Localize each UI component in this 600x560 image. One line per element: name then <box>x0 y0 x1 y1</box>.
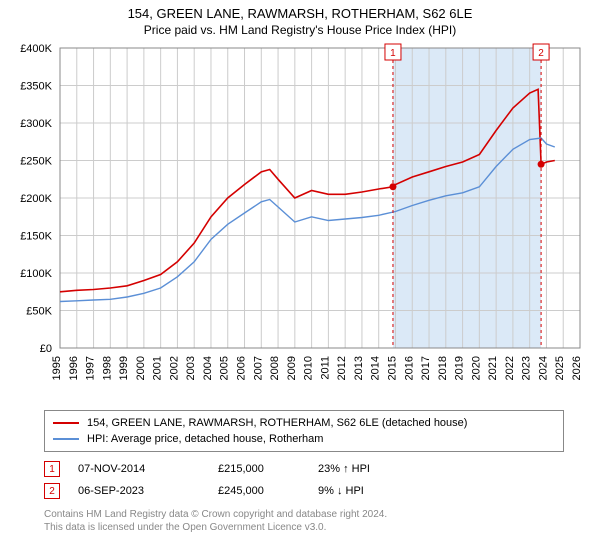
svg-text:2025: 2025 <box>554 356 566 380</box>
svg-text:£0: £0 <box>40 343 52 355</box>
svg-text:2026: 2026 <box>571 356 583 380</box>
svg-text:£250K: £250K <box>20 156 52 168</box>
svg-text:2013: 2013 <box>353 356 365 380</box>
svg-text:£350K: £350K <box>20 81 52 93</box>
footer-attribution: Contains HM Land Registry data © Crown c… <box>44 508 564 534</box>
svg-text:£300K: £300K <box>20 118 52 130</box>
legend-label: 154, GREEN LANE, RAWMARSH, ROTHERHAM, S6… <box>87 417 467 429</box>
price-chart: £0 £50K £100K £150K £200K £250K £300K £350K £400… <box>0 42 600 402</box>
footer-line: Contains HM Land Registry data © Crown c… <box>44 508 564 521</box>
page-title: 154, GREEN LANE, RAWMARSH, ROTHERHAM, S6… <box>0 0 600 21</box>
svg-text:1998: 1998 <box>101 356 113 380</box>
event-date: 07-NOV-2014 <box>78 463 218 475</box>
svg-text:2008: 2008 <box>269 356 281 380</box>
event-marker-icon: 2 <box>44 483 60 499</box>
svg-text:1999: 1999 <box>118 356 130 380</box>
svg-text:2005: 2005 <box>219 356 231 380</box>
svg-text:2006: 2006 <box>236 356 248 380</box>
event-marker-icon: 1 <box>44 461 60 477</box>
page-subtitle: Price paid vs. HM Land Registry's House … <box>0 21 600 37</box>
event-delta: 23% ↑ HPI <box>318 463 438 475</box>
svg-text:1997: 1997 <box>85 356 97 380</box>
footer-line: This data is licensed under the Open Gov… <box>44 521 564 534</box>
svg-text:2015: 2015 <box>386 356 398 380</box>
svg-text:2014: 2014 <box>370 356 382 380</box>
svg-text:2016: 2016 <box>403 356 415 380</box>
legend-swatch-icon <box>53 422 79 424</box>
svg-text:2017: 2017 <box>420 356 432 380</box>
svg-text:2019: 2019 <box>454 356 466 380</box>
svg-text:£200K: £200K <box>20 193 52 205</box>
event-row: 2 06-SEP-2023 £245,000 9% ↓ HPI <box>44 480 564 502</box>
svg-text:£50K: £50K <box>26 306 52 318</box>
svg-text:2009: 2009 <box>286 356 298 380</box>
svg-text:2022: 2022 <box>504 356 516 380</box>
svg-text:1: 1 <box>390 48 396 59</box>
legend: 154, GREEN LANE, RAWMARSH, ROTHERHAM, S6… <box>44 410 564 452</box>
event-list: 1 07-NOV-2014 £215,000 23% ↑ HPI 2 06-SE… <box>44 458 564 502</box>
svg-text:2023: 2023 <box>521 356 533 380</box>
svg-text:£100K: £100K <box>20 268 52 280</box>
svg-text:2010: 2010 <box>303 356 315 380</box>
svg-text:2003: 2003 <box>185 356 197 380</box>
event-price: £215,000 <box>218 463 318 475</box>
event-price: £245,000 <box>218 485 318 497</box>
svg-text:£400K: £400K <box>20 43 52 55</box>
svg-text:2011: 2011 <box>319 356 331 380</box>
svg-text:2001: 2001 <box>152 356 164 380</box>
legend-row: HPI: Average price, detached house, Roth… <box>53 431 555 447</box>
event-delta: 9% ↓ HPI <box>318 485 438 497</box>
svg-text:1995: 1995 <box>51 356 63 380</box>
svg-text:2024: 2024 <box>537 356 549 380</box>
legend-row: 154, GREEN LANE, RAWMARSH, ROTHERHAM, S6… <box>53 415 555 431</box>
svg-text:2007: 2007 <box>252 356 264 380</box>
svg-text:£150K: £150K <box>20 231 52 243</box>
event-date: 06-SEP-2023 <box>78 485 218 497</box>
legend-swatch-icon <box>53 438 79 440</box>
svg-text:2004: 2004 <box>202 356 214 380</box>
svg-text:2: 2 <box>538 48 544 59</box>
svg-text:2000: 2000 <box>135 356 147 380</box>
svg-text:2018: 2018 <box>437 356 449 380</box>
svg-text:2021: 2021 <box>487 356 499 380</box>
svg-text:2002: 2002 <box>168 356 180 380</box>
legend-label: HPI: Average price, detached house, Roth… <box>87 433 323 445</box>
svg-text:2012: 2012 <box>336 356 348 380</box>
event-row: 1 07-NOV-2014 £215,000 23% ↑ HPI <box>44 458 564 480</box>
svg-text:2020: 2020 <box>470 356 482 380</box>
svg-text:1996: 1996 <box>68 356 80 380</box>
